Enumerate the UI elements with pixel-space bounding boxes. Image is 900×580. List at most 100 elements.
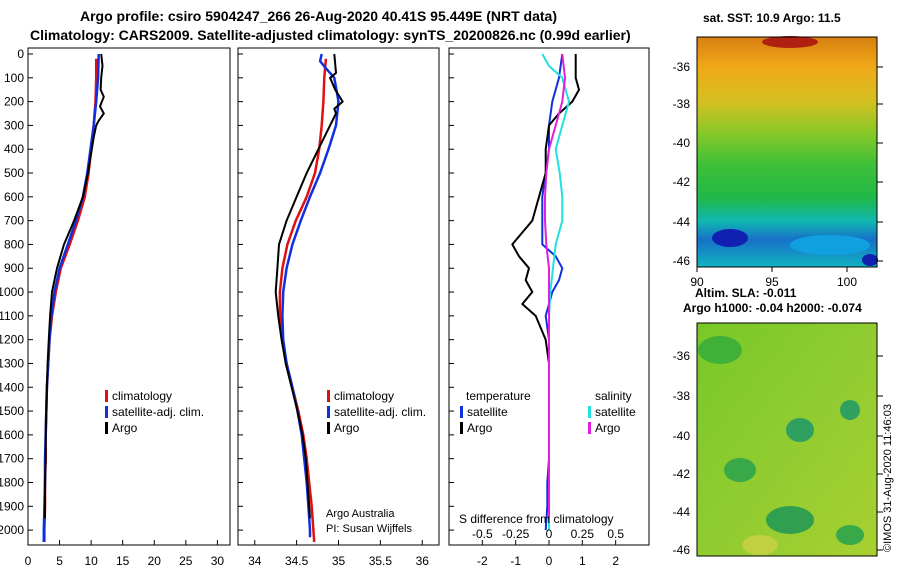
legend-label-temp-satellite: satellite (467, 405, 508, 419)
difference-title: S difference from climatology (459, 512, 614, 526)
sla-title-1: Altim. SLA: -0.011 (695, 286, 797, 300)
y-tick-label: 200 (4, 95, 24, 109)
difference-plot: -2 -1 0 1 2 -0.5 -0.25 0 0.25 0.5 (472, 53, 624, 568)
sla-low-patch (840, 400, 860, 420)
sla-map (696, 322, 878, 557)
y-tick-label: 1700 (0, 452, 24, 466)
y-tick-label: -42 (673, 175, 691, 189)
sla-high-patch (742, 535, 778, 555)
x-tick-label: 100 (837, 275, 857, 289)
legend-label-climatology: climatology (112, 389, 172, 403)
y-tick-label: 2000 (0, 523, 24, 537)
legend-title-salinity: salinity (595, 389, 632, 403)
sla-low-patch (836, 525, 864, 545)
legend-title-temperature: temperature (466, 389, 531, 403)
temperature-plot: 0 5 10 15 20 25 30 (25, 53, 225, 568)
x-tick-label-salinity: 0 (546, 527, 553, 541)
legend-label-sal-satellite: satellite (595, 405, 636, 419)
x-tick-label: 25 (179, 554, 193, 568)
x-tick-label-salinity: -0.5 (472, 527, 493, 541)
credit-text: Argo Australia (326, 508, 395, 520)
legend-label-satellite: satellite-adj. clim. (112, 405, 204, 419)
y-tick-label: -44 (673, 215, 691, 229)
x-tick-label: 35 (332, 554, 346, 568)
series-line-temperature-satellite (541, 53, 564, 531)
pi-text: PI: Susan Wijffels (326, 523, 412, 535)
sst-map (696, 36, 878, 268)
y-tick-label: 1100 (0, 309, 24, 323)
y-tick-label: 900 (4, 261, 24, 275)
x-tick-label: 20 (148, 554, 162, 568)
sst-warm-patch (762, 36, 818, 48)
salinity-legend: climatology satellite-adj. clim. Argo Ar… (326, 389, 426, 535)
x-tick-label: 2 (612, 554, 619, 568)
sst-axes: -36 -38 -40 -42 -44 -46 90 95 100 (673, 60, 883, 289)
y-tick-label: -46 (673, 543, 691, 557)
y-tick-label: -38 (673, 389, 691, 403)
x-tick-label-salinity: 0.25 (571, 527, 595, 541)
y-tick-label: -46 (673, 254, 691, 268)
difference-legend: temperature satellite Argo salinity sate… (459, 389, 636, 526)
depth-axis: 0 100 200 300 400 500 600 700 800 900 1000 1100 1200… (0, 47, 454, 537)
x-tick-label-salinity: -0.25 (502, 527, 530, 541)
salinity-panel (237, 47, 440, 546)
sla-axes: -36 -38 -40 -42 -44 -46 (673, 349, 883, 557)
sla-map-frame (696, 322, 878, 557)
y-tick-label: 400 (4, 142, 24, 156)
x-tick-label: -1 (510, 554, 521, 568)
y-tick-label: 1300 (0, 356, 24, 370)
legend-swatch-satellite (327, 406, 330, 418)
x-tick-label: 36 (416, 554, 430, 568)
legend-swatch-climatology (327, 390, 330, 402)
legend-label-sal-argo: Argo (595, 421, 621, 435)
y-tick-label: 1400 (0, 380, 24, 394)
x-tick-label: 0 (25, 554, 32, 568)
y-tick-label: 1200 (0, 333, 24, 347)
y-tick-label: 500 (4, 166, 24, 180)
legend-label-temp-argo: Argo (467, 421, 493, 435)
sla-title-2: Argo h1000: -0.04 h2000: -0.074 (683, 301, 862, 315)
y-tick-label: 1600 (0, 428, 24, 442)
sla-low-patch (724, 458, 756, 482)
y-tick-label: 300 (4, 118, 24, 132)
y-tick-label: -44 (673, 505, 691, 519)
sst-cool-patch (790, 235, 870, 255)
x-tick-label: 30 (211, 554, 225, 568)
y-tick-label: 100 (4, 71, 24, 85)
series-line-argo (274, 53, 344, 519)
series-line-temperature-argo (511, 54, 580, 519)
x-tick-label: 35.5 (369, 554, 393, 568)
legend-swatch-sal-argo (588, 422, 591, 434)
x-tick-label: 95 (765, 275, 779, 289)
legend-swatch-argo (105, 422, 108, 434)
legend-swatch-temp-argo (460, 422, 463, 434)
sst-cool-patch (862, 254, 878, 266)
sst-map-frame (696, 36, 878, 268)
y-tick-label: -42 (673, 467, 691, 481)
x-tick-label: 1 (579, 554, 586, 568)
y-tick-label: -40 (673, 429, 691, 443)
x-tick-label: 90 (690, 275, 704, 289)
series-line-argo (44, 53, 105, 519)
series-line-salinity-argo (544, 53, 566, 519)
y-tick-label: 1500 (0, 404, 24, 418)
legend-label-argo: Argo (112, 421, 138, 435)
title-line-2: Climatology: CARS2009. Satellite-adjuste… (30, 27, 631, 43)
temperature-panel (27, 47, 231, 546)
y-tick-label: -36 (673, 60, 691, 74)
temperature-legend: climatology satellite-adj. clim. Argo (105, 389, 204, 435)
y-tick-label: 1800 (0, 475, 24, 489)
sst-field (697, 37, 877, 267)
x-tick-label: -2 (477, 554, 488, 568)
sst-cool-patch (712, 229, 748, 247)
legend-label-climatology: climatology (334, 389, 394, 403)
y-tick-label: 1000 (0, 285, 24, 299)
x-tick-label: 15 (116, 554, 130, 568)
sla-low-patch (698, 336, 742, 364)
x-tick-label: 34.5 (285, 554, 309, 568)
x-tick-label: 34 (248, 554, 262, 568)
legend-swatch-climatology (105, 390, 108, 402)
y-tick-label: 800 (4, 237, 24, 251)
y-tick-label: 1900 (0, 499, 24, 513)
